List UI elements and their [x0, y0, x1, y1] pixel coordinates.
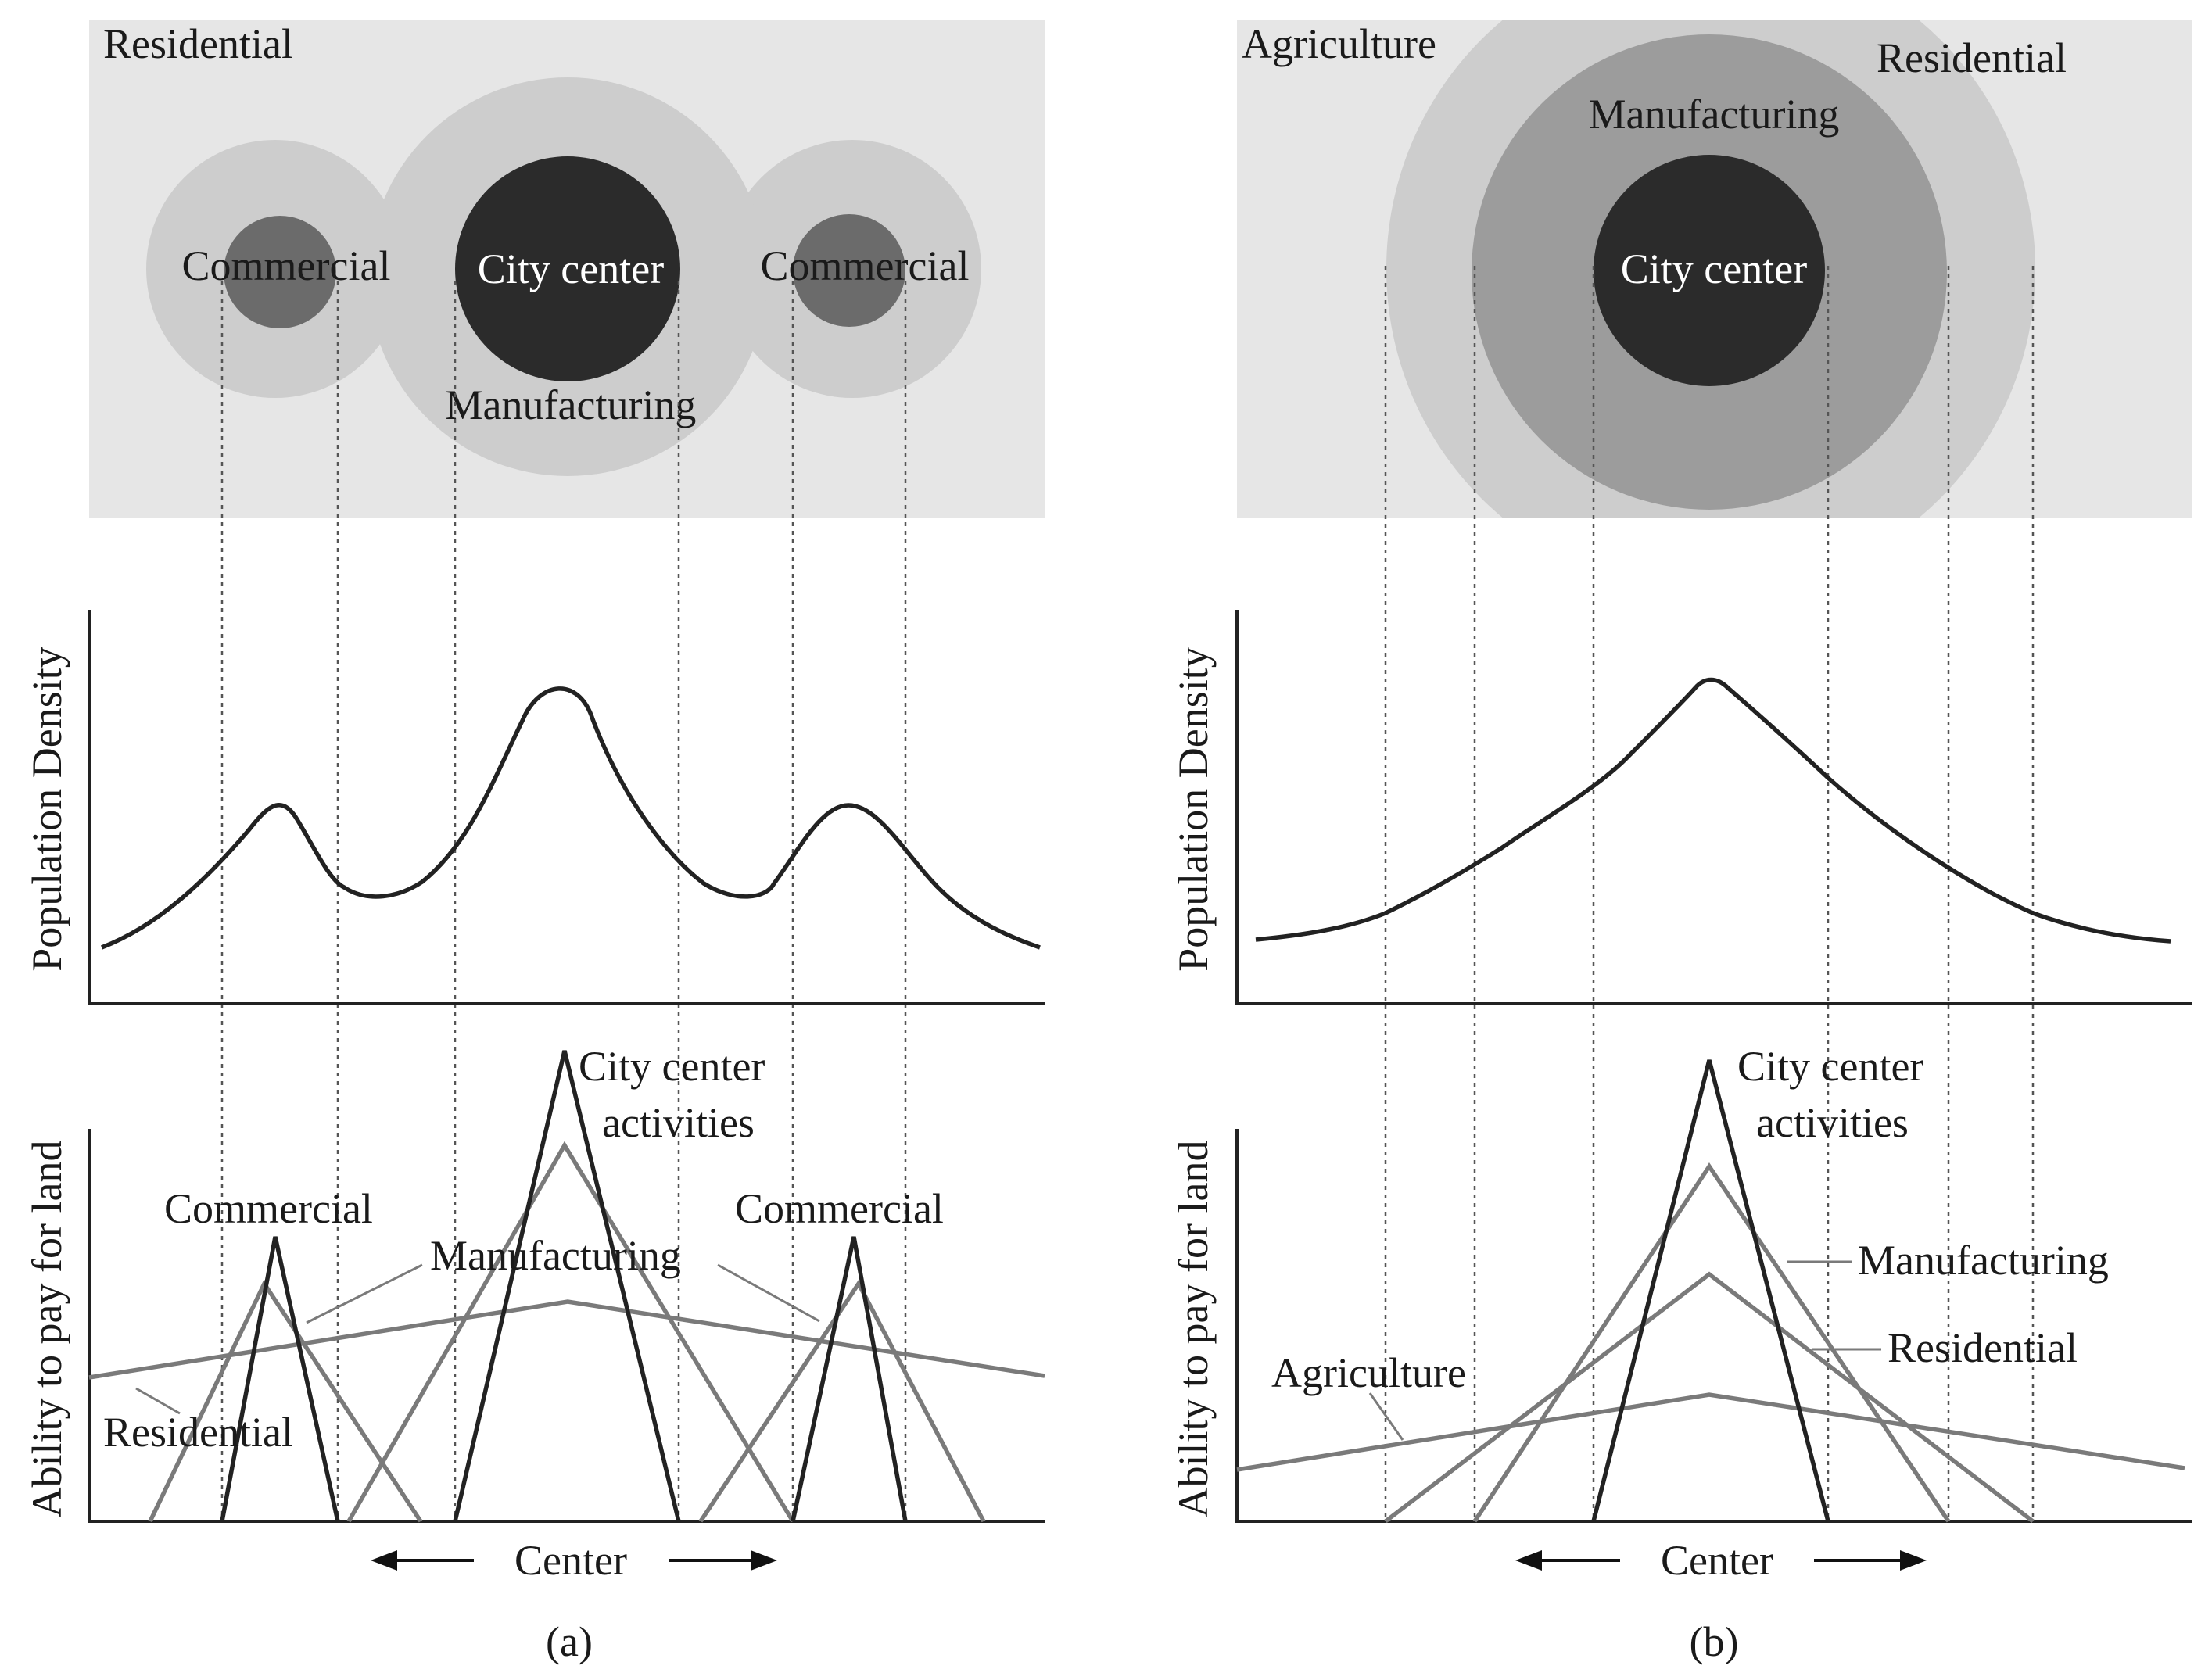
panel-b-city-center-map-label: City center	[1621, 245, 1807, 292]
panel-b-right-arrowhead	[1900, 1550, 1927, 1571]
panel-a-center-manufacturing-line	[346, 1141, 795, 1523]
panel-a-density-chart: Population Density	[23, 610, 1045, 1005]
panel-a-center-axis-label: Center	[371, 1537, 777, 1584]
panel-a-density-axes	[88, 610, 1045, 1005]
panel-b-center-axis-label: Center	[1515, 1537, 1927, 1584]
panel-b: Agriculture Residential Manufacturing Ci…	[1170, 20, 2192, 1665]
panel-a: Residential Commercial City center Manuf…	[23, 20, 1045, 1665]
panel-b-city-center-core	[1594, 155, 1825, 386]
panel-a-city-center-map-label: City center	[478, 245, 664, 292]
panel-a-manufacturing-leader	[717, 1263, 820, 1323]
panel-b-agriculture-line	[1236, 1392, 2185, 1472]
panel-a-residential-label: Residential	[103, 1409, 293, 1456]
panel-b-city-center-activities-label: City center	[1737, 1043, 1923, 1090]
panel-b-map: Agriculture Residential Manufacturing Ci…	[1237, 20, 2192, 518]
panel-a-center-label: Center	[514, 1537, 627, 1584]
panel-b-zone-guides	[1384, 266, 2035, 1521]
panel-b-city-center-activities-label: activities	[1756, 1099, 1909, 1146]
panel-a-manufacturing-leader	[306, 1263, 423, 1324]
panel-b-agriculture-map-label: Agriculture	[1242, 20, 1436, 67]
panel-b-center-activities-line	[1591, 1059, 1830, 1522]
panel-a-right-commercial-core	[793, 214, 905, 327]
panel-b-density-curve	[1255, 677, 2171, 944]
panel-a-manufacturing-map-label: Manufacturing	[446, 381, 697, 428]
panel-a-right-commercial-map-label: Commercial	[761, 242, 970, 289]
panel-b-bidrent-ylabel: Ability to pay for land	[1170, 1141, 1217, 1518]
panel-b-bidrent-axes	[1235, 1129, 2192, 1523]
panel-b-residential-line	[1384, 1271, 2035, 1524]
panel-b-manufacturing-map-label: Manufacturing	[1589, 91, 1840, 138]
panel-b-center-label: Center	[1661, 1537, 1773, 1584]
panel-a-city-center-activities-label: activities	[602, 1099, 755, 1146]
panel-b-caption: (b)	[1690, 1618, 1739, 1665]
panel-b-left-arrowhead	[1515, 1550, 1542, 1571]
panel-a-manufacturing-label: Manufacturing	[430, 1232, 681, 1279]
panel-a-right-arrowhead	[751, 1550, 777, 1571]
panel-a-zone-guides	[220, 281, 907, 1521]
panel-a-right-commercial-label: Commercial	[735, 1185, 944, 1232]
panel-a-right-commercial-line	[791, 1236, 908, 1522]
panel-a-bidrent-chart: City center activities Commercial Commer…	[23, 1043, 1045, 1584]
panel-a-left-commercial-line	[220, 1236, 340, 1522]
panel-a-density-curve	[101, 686, 1041, 950]
panel-a-left-commercial-core	[224, 216, 336, 328]
panel-a-left-manufacturing-line	[148, 1279, 423, 1523]
panel-a-caption: (a)	[546, 1618, 593, 1665]
panel-a-city-center-core	[455, 156, 680, 381]
panel-a-bidrent-ylabel: Ability to pay for land	[23, 1141, 70, 1518]
panel-b-density-axes	[1235, 610, 2192, 1005]
panel-a-residential-leader	[135, 1387, 181, 1415]
panel-b-manufacturing-line	[1472, 1162, 1951, 1523]
panel-a-map: Residential Commercial City center Manuf…	[89, 20, 1045, 518]
panel-b-residential-label: Residential	[1888, 1324, 2078, 1371]
panel-b-agriculture-label: Agriculture	[1271, 1349, 1466, 1396]
panel-a-density-ylabel: Population Density	[23, 647, 70, 972]
panel-b-density-ylabel: Population Density	[1170, 647, 1217, 972]
panel-b-density-chart: Population Density	[1170, 610, 2192, 1005]
panel-a-left-commercial-map-label: Commercial	[182, 242, 391, 289]
panel-b-residential-map-label: Residential	[1877, 34, 2067, 81]
panel-a-city-center-activities-label: City center	[579, 1043, 765, 1090]
panel-b-agriculture-leader	[1368, 1392, 1404, 1441]
panel-b-bidrent-chart: City center activities Manufacturing Res…	[1170, 1043, 2192, 1584]
panel-a-right-manufacturing-line	[698, 1279, 986, 1523]
panel-a-left-arrowhead	[371, 1550, 397, 1571]
panel-a-bidrent-axes	[88, 1129, 1045, 1523]
panel-a-residential-line	[88, 1299, 1045, 1380]
panel-a-residential-map-label: Residential	[103, 20, 293, 67]
panel-a-center-activities-line	[453, 1050, 681, 1522]
panel-b-manufacturing-label: Manufacturing	[1858, 1237, 2109, 1284]
panel-a-left-commercial-label: Commercial	[164, 1185, 373, 1232]
